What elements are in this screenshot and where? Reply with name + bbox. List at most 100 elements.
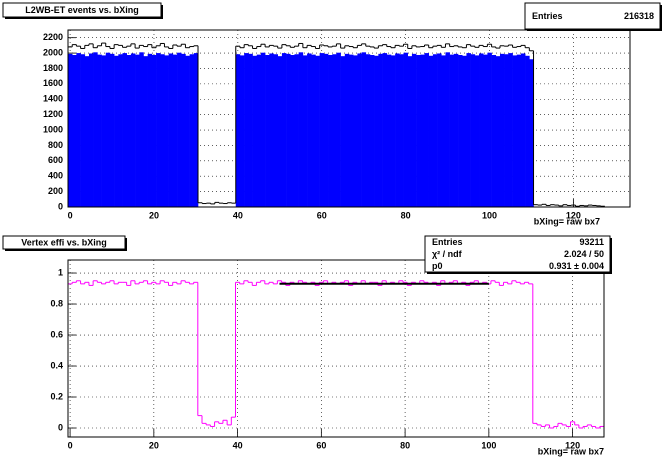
bar <box>458 55 463 208</box>
bar <box>118 54 123 207</box>
bar <box>76 53 81 207</box>
bar <box>462 55 467 208</box>
y-tick-label: 0.4 <box>50 360 63 370</box>
y-tick-label: 0 <box>58 201 63 211</box>
x-tick-label: 120 <box>565 440 580 450</box>
bar <box>294 54 299 207</box>
bar <box>479 53 484 207</box>
bar <box>491 55 497 208</box>
y-tick-label: 1 <box>58 267 63 277</box>
bar <box>512 55 518 207</box>
bar <box>453 53 459 207</box>
bar <box>353 55 358 207</box>
x-tick-label: 100 <box>482 210 497 220</box>
bar <box>256 54 262 208</box>
y-tick-label: 2200 <box>43 32 63 42</box>
bar <box>395 53 400 207</box>
title-box <box>2 235 126 250</box>
y-tick-label: 0.8 <box>50 298 63 308</box>
x-axis-label: bXing= raw bx7 <box>538 446 604 456</box>
bar <box>504 54 509 207</box>
bar <box>466 53 471 207</box>
bar <box>147 53 153 207</box>
frame <box>67 259 605 438</box>
bar <box>336 52 341 207</box>
bar <box>374 55 379 208</box>
x-tick-label: 100 <box>481 440 496 450</box>
y-tick-label: 0.2 <box>50 391 63 401</box>
bar <box>349 54 354 208</box>
bar <box>164 55 169 207</box>
bar <box>298 52 304 208</box>
y-tick-label: 1400 <box>43 94 63 104</box>
x-tick-label: 40 <box>233 210 243 220</box>
bar <box>244 53 249 207</box>
y-tick-label: 0 <box>58 422 63 432</box>
y-tick-label: 200 <box>48 186 63 196</box>
bar <box>277 56 283 207</box>
bar <box>508 53 513 207</box>
y-tick-label: 2000 <box>43 47 63 57</box>
bar <box>97 54 102 208</box>
bar <box>105 52 111 207</box>
bar <box>84 56 90 207</box>
y-tick-label: 0.6 <box>50 329 63 339</box>
x-tick-label: 60 <box>316 440 326 450</box>
bar <box>68 53 73 207</box>
stats-value: 93211 <box>579 237 604 247</box>
y-tick-label: 600 <box>48 155 63 165</box>
bar <box>130 53 136 207</box>
bar <box>281 53 287 207</box>
x-axis-label: bXing= raw bx7 <box>534 216 600 226</box>
stats-label: Entries <box>432 237 463 247</box>
bar <box>139 52 144 208</box>
bar <box>189 54 195 207</box>
bar <box>495 56 501 207</box>
bar <box>361 52 367 208</box>
bar <box>390 55 396 207</box>
x-tick-label: 60 <box>317 210 327 220</box>
bar <box>143 56 148 207</box>
bar <box>319 53 325 207</box>
bar <box>286 53 291 207</box>
bar <box>151 55 157 208</box>
bar <box>122 53 128 207</box>
bar <box>520 53 526 207</box>
bar <box>449 54 455 208</box>
bar <box>432 54 438 207</box>
bar <box>101 55 107 207</box>
bar <box>516 54 522 208</box>
bar <box>135 54 140 208</box>
stats-box <box>524 2 661 30</box>
bar <box>416 55 421 208</box>
bar <box>168 53 174 207</box>
x-tick-label: 0 <box>68 440 73 450</box>
x-tick-label: 120 <box>566 210 581 220</box>
bar <box>332 54 337 207</box>
bar <box>323 53 329 207</box>
x-tick-label: 40 <box>233 440 243 450</box>
bar <box>311 54 316 208</box>
y-tick-label: 800 <box>48 140 63 150</box>
frame <box>67 29 631 208</box>
bar <box>109 53 115 207</box>
bar <box>248 53 253 207</box>
bar <box>307 53 312 207</box>
stats-label: p0 <box>432 261 443 271</box>
bar <box>181 53 186 207</box>
bar <box>239 55 245 207</box>
bar <box>114 55 119 208</box>
bar <box>177 52 182 207</box>
stats-box <box>424 235 611 273</box>
bar <box>72 55 77 208</box>
bar <box>365 54 371 207</box>
bar <box>273 54 279 207</box>
bar <box>424 53 429 207</box>
bar <box>399 54 404 207</box>
y-tick-label: 1000 <box>43 124 63 134</box>
bar <box>357 53 362 207</box>
bar <box>525 55 530 208</box>
bar <box>193 53 199 207</box>
bar <box>445 52 450 208</box>
